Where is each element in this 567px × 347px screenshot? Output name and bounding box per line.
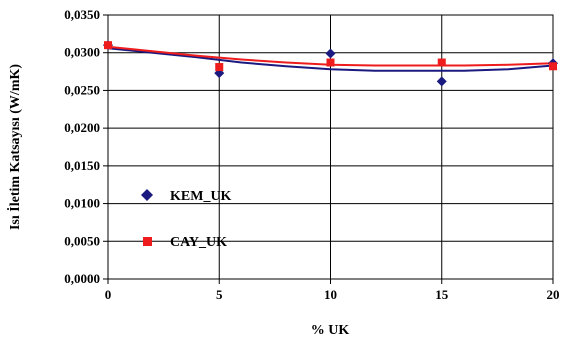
legend: KEM_UK CAY_UK (141, 189, 232, 250)
legend-marker-kem-uk (141, 189, 153, 201)
y-tick-label: 0,0050 (64, 233, 100, 248)
y-tick-label: 0,0000 (64, 271, 100, 286)
x-axis-title: % UK (311, 323, 350, 338)
legend-label-kem-uk: KEM_UK (170, 189, 232, 204)
y-tick-labels: 0,0000 0,0050 0,0100 0,0150 0,0200 0,0250 0,03… (64, 7, 108, 286)
y-tick-label: 0,0100 (64, 196, 100, 211)
y-tick-label: 0,0300 (64, 45, 100, 60)
y-tick-label: 0,0150 (64, 158, 100, 173)
legend-marker-cay-uk (143, 237, 152, 246)
x-tick-labels: 0 5 10 15 20 (105, 279, 560, 302)
y-axis-title: Isı İletim Katsayısı (W/mK) (6, 64, 23, 230)
x-tick-label: 20 (547, 287, 560, 302)
y-tick-label: 0,0250 (64, 82, 100, 97)
data-point-square (104, 41, 112, 50)
x-tick-label: 0 (105, 287, 112, 302)
data-point-diamond (436, 76, 447, 87)
data-point-square (326, 58, 335, 67)
data-point-square (437, 58, 446, 67)
data-points (103, 40, 558, 87)
data-point-square (549, 62, 557, 71)
x-tick-label: 10 (324, 287, 337, 302)
x-tick-label: 5 (216, 287, 223, 302)
trend-line-kem-uk (107, 47, 554, 72)
data-point-diamond (325, 48, 336, 59)
y-tick-label: 0,0200 (64, 120, 100, 135)
data-point-square (215, 63, 224, 72)
y-tick-label: 0,0350 (64, 7, 100, 22)
legend-label-cay-uk: CAY_UK (170, 235, 227, 250)
x-tick-label: 15 (435, 287, 449, 302)
